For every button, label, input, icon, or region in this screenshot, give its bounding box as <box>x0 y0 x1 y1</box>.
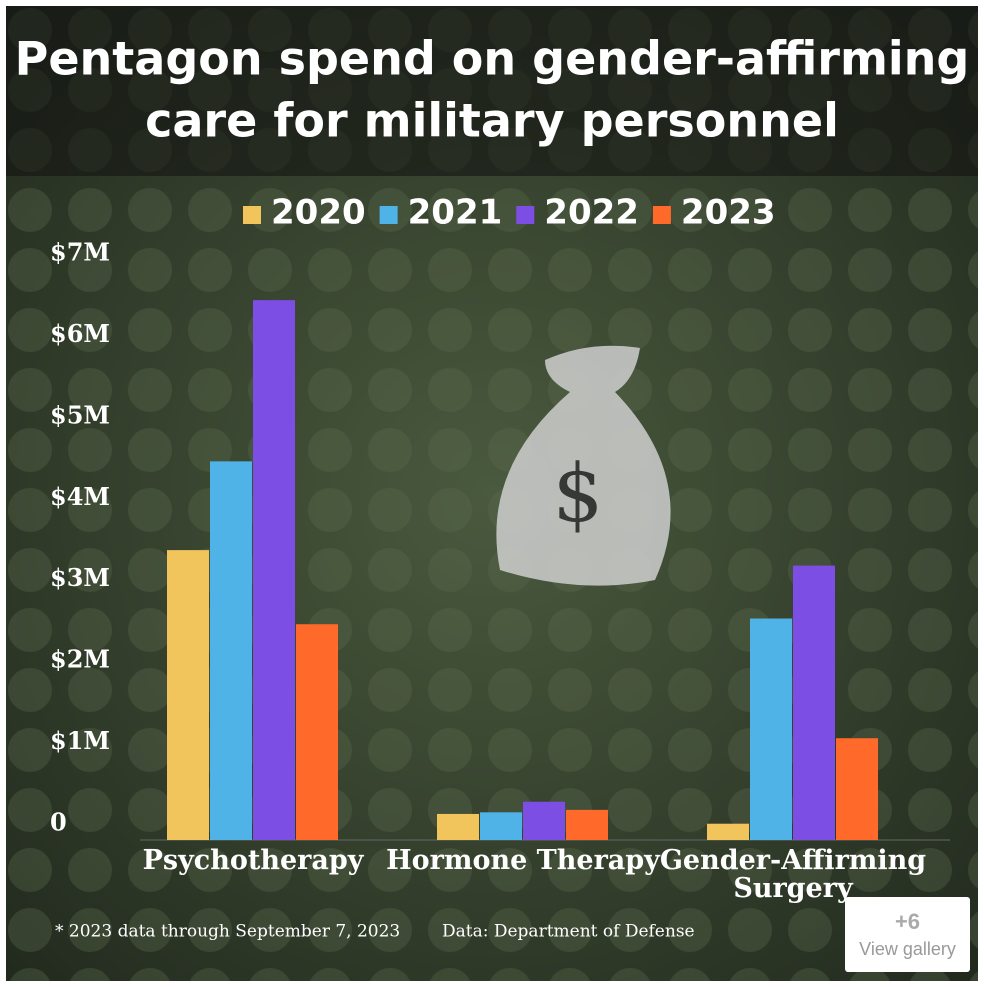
y-tick-label: $2M <box>50 645 110 674</box>
bar <box>296 624 338 840</box>
page: Pentagon spend on gender-affirming care … <box>0 0 984 987</box>
gallery-count: +6 <box>845 909 970 935</box>
bar <box>707 824 749 840</box>
bar <box>253 300 295 840</box>
legend-label: 2021 <box>408 193 503 233</box>
bar <box>836 738 878 840</box>
x-tick-label: Hormone Therapy <box>383 847 663 875</box>
legend-swatch <box>380 206 398 224</box>
y-tick-label: $3M <box>50 563 110 592</box>
bar <box>167 550 209 840</box>
y-tick-label: $1M <box>50 726 110 755</box>
source: Data: Department of Defense <box>442 922 695 942</box>
legend-label: 2022 <box>544 193 639 233</box>
chart-title: Pentagon spend on gender-affirming <box>15 32 970 86</box>
gallery-label: View gallery <box>845 939 970 960</box>
y-tick-label: $6M <box>50 319 110 348</box>
bag-symbol: $ <box>553 447 604 540</box>
bar <box>437 814 479 840</box>
y-tick-label: $4M <box>50 482 110 511</box>
view-gallery-button[interactable]: +6 View gallery <box>845 897 970 972</box>
bar <box>750 619 792 840</box>
bar <box>793 566 835 840</box>
bar <box>210 461 252 840</box>
y-tick-label: $7M <box>50 238 110 267</box>
bar <box>566 810 608 840</box>
chart-subtitle: care for military personnel <box>145 94 839 148</box>
y-tick-label: 0 <box>50 808 67 837</box>
legend-label: 2023 <box>681 193 776 233</box>
y-tick-label: $5M <box>50 400 110 429</box>
legend-swatch <box>653 206 671 224</box>
bar <box>523 802 565 840</box>
legend-swatch <box>516 206 534 224</box>
x-tick-label: Psychotherapy <box>113 847 393 875</box>
bar <box>480 812 522 840</box>
footnote: * 2023 data through September 7, 2023 <box>55 922 400 942</box>
x-tick-label: Gender-Affirming Surgery <box>653 847 933 903</box>
legend-label: 2020 <box>271 193 366 233</box>
legend-swatch <box>243 206 261 224</box>
chart: Pentagon spend on gender-affirming care … <box>0 0 984 987</box>
